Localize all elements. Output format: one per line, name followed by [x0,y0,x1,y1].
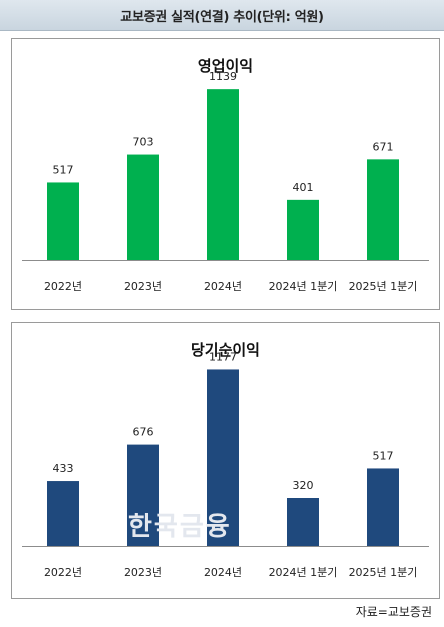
bar [207,369,239,546]
x-tick-label: 2025년 1분기 [349,566,418,579]
x-tick-label: 2022년 [44,280,82,293]
source-note: 자료=교보증권 [355,605,432,619]
bar [47,481,79,546]
chart-title: 영업이익 [197,57,254,75]
data-label: 676 [133,426,154,439]
data-label: 320 [293,479,314,492]
bar [127,154,159,260]
operating-profit-chart: 영업이익 517 2022년 703 2023년 1139 2024년 401 2024년 1… [11,38,440,310]
x-tick-label: 2024년 [204,566,242,579]
bar [367,468,399,546]
bar [207,89,239,261]
x-tick-label: 2024년 1분기 [269,566,338,579]
chart-plot: 433 2022년 676 2023년 1177 2024년 320 2024년 1분기 517… [22,350,429,579]
watermark-logo: 한국금융 [128,512,232,542]
data-label: 517 [373,449,394,462]
data-label: 703 [133,136,154,149]
bar [127,444,159,546]
bar [367,159,399,260]
x-tick-label: 2025년 1분기 [349,280,418,293]
data-label: 1177 [209,350,237,363]
x-tick-label: 2023년 [124,280,162,293]
chart-plot: 517 2022년 703 2023년 1139 2024년 401 2024년 1분기 671… [22,70,429,293]
x-tick-label: 2024년 1분기 [269,280,338,293]
x-tick-label: 2023년 [124,566,162,579]
banner-title: 교보증권 실적(연결) 추이(단위: 억원) [0,0,444,31]
bar [287,199,319,260]
data-label: 671 [373,140,394,153]
x-tick-label: 2024년 [204,280,242,293]
data-label: 1139 [209,70,237,83]
net-income-chart: 당기순이익 433 2022년 676 2023년 1177 2024년 320 2024년 … [11,322,440,599]
data-label: 517 [53,163,74,176]
chart-title: 당기순이익 [190,341,260,359]
x-tick-label: 2022년 [44,566,82,579]
bar [47,182,79,260]
data-label: 401 [293,181,314,194]
data-label: 433 [53,462,74,475]
bar [287,498,319,546]
